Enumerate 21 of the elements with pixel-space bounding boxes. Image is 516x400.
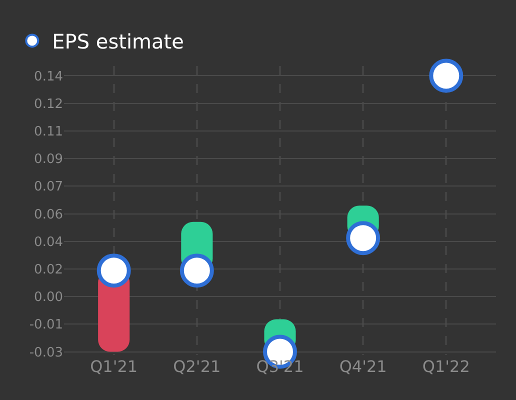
y-tick-label: 0.09 xyxy=(34,152,63,168)
y-tick-label: 0.11 xyxy=(34,124,63,140)
y-tick-label: -0.01 xyxy=(29,318,63,333)
y-tick-label: -0.03 xyxy=(29,345,63,360)
y-tick-label: 0.14 xyxy=(34,69,63,84)
y-tick-label: 0.00 xyxy=(34,290,63,306)
point xyxy=(346,221,380,256)
x-tick-label: Q1'22 xyxy=(422,357,470,376)
y-tick-label: 0.06 xyxy=(34,207,63,222)
y-tick-label: 0.07 xyxy=(34,180,63,195)
y-tick-label: 0.04 xyxy=(34,234,63,250)
legend-label: EPS estimate xyxy=(52,30,184,54)
x-tick-label: Q4'21 xyxy=(339,357,387,376)
x-tick-label: Q2'21 xyxy=(173,357,221,376)
point xyxy=(96,254,131,288)
x-tick-label: Q3'21 xyxy=(256,357,304,376)
point xyxy=(180,254,214,288)
x-tick-label: Q1'21 xyxy=(90,357,138,376)
y-tick-label: 0.12 xyxy=(34,96,63,112)
y-tick-label: 0.02 xyxy=(34,262,63,278)
point xyxy=(429,58,464,93)
